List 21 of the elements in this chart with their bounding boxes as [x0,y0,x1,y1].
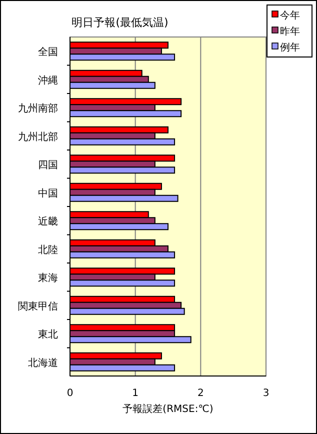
y-tick-label: 四国 [38,160,58,172]
y-tick-label: 東海 [38,272,58,284]
x-tick-label: 2 [197,388,204,399]
x-axis-title: 予報誤差(RMSE:℃) [122,403,214,415]
y-tick-label: 全国 [38,46,58,58]
y-tick-label: 九州北部 [18,130,58,143]
y-tick-label: 沖縄 [38,74,58,86]
x-tick-label: 3 [262,388,270,399]
y-tick-label: 北海道 [28,356,58,369]
legend-label: 今年 [280,10,300,22]
legend-label: 昨年 [280,26,300,38]
y-tick-label: 九州南部 [18,102,58,115]
y-tick-label: 関東甲信 [18,300,58,312]
x-tick-label: 0 [66,388,74,399]
y-tick-label: 近畿 [38,216,58,228]
legend-label: 例年 [280,42,300,54]
y-tick-label: 中国 [38,187,58,200]
x-tick-label: 1 [132,388,139,399]
chart-title: 明日予報(最低気温) [72,16,168,29]
y-tick-label: 東北 [38,328,58,341]
y-tick-label: 北陸 [38,244,58,256]
